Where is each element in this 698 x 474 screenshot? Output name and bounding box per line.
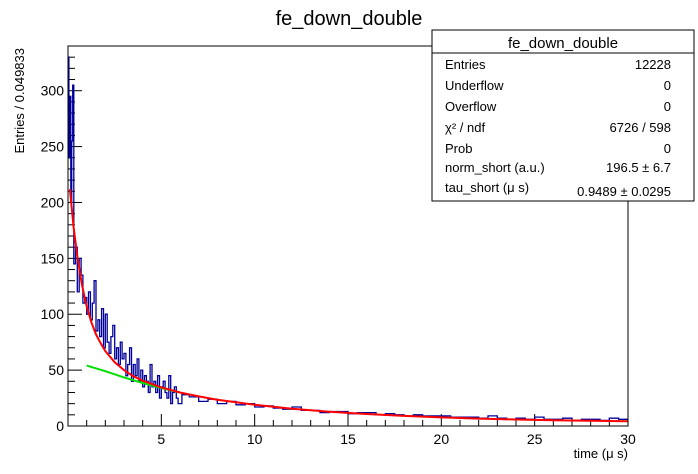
- y-tick-label: 100: [41, 306, 65, 322]
- stats-value-overflow: 0: [664, 99, 671, 114]
- y-tick-label: 300: [41, 83, 65, 99]
- stats-value-tau-short: 0.9489 ± 0.0295: [577, 184, 671, 199]
- y-tick-label: 150: [41, 250, 65, 266]
- stats-value-prob: 0: [664, 141, 671, 156]
- stats-box: fe_down_double Entries 12228 Underflow 0…: [431, 29, 695, 202]
- x-tick-label: 25: [527, 431, 543, 447]
- y-axis-label: Entries / 0.049833: [12, 48, 27, 154]
- stats-label-entries: Entries: [445, 57, 486, 72]
- x-tick-label: 5: [157, 431, 165, 447]
- x-tick-label: 15: [340, 431, 356, 447]
- y-tick-label: 250: [41, 139, 65, 155]
- fit-layer: [68, 189, 629, 423]
- stats-label-overflow: Overflow: [445, 99, 497, 114]
- y-tick-label: 0: [56, 418, 64, 434]
- x-tick-label: 30: [620, 431, 636, 447]
- x-tick-label: 20: [434, 431, 450, 447]
- stats-value-norm-short: 196.5 ± 6.7: [606, 160, 671, 175]
- stats-value-entries: 12228: [635, 57, 671, 72]
- stats-box-frame: [431, 29, 695, 202]
- stats-label-tau-short: tau_short (μ s): [445, 180, 529, 195]
- x-tick-label: 10: [247, 431, 263, 447]
- plot-frame: [67, 45, 629, 427]
- stats-label-norm-short: norm_short (a.u.): [445, 160, 545, 175]
- fit-curve-line: [68, 189, 629, 423]
- stats-value-underflow: 0: [664, 78, 671, 93]
- y-tick-label: 50: [48, 362, 64, 378]
- x-axis-label: time (μ s): [574, 446, 628, 461]
- y-tick-label: 200: [41, 194, 65, 210]
- stats-label-underflow: Underflow: [445, 78, 504, 93]
- chart-title: fe_down_double: [276, 8, 423, 30]
- stats-label-chi2-ndf: χ² / ndf: [445, 120, 485, 135]
- stats-box-title: fe_down_double: [508, 35, 618, 52]
- stats-label-prob: Prob: [445, 141, 472, 156]
- stats-value-chi2-ndf: 6726 / 598: [610, 120, 671, 135]
